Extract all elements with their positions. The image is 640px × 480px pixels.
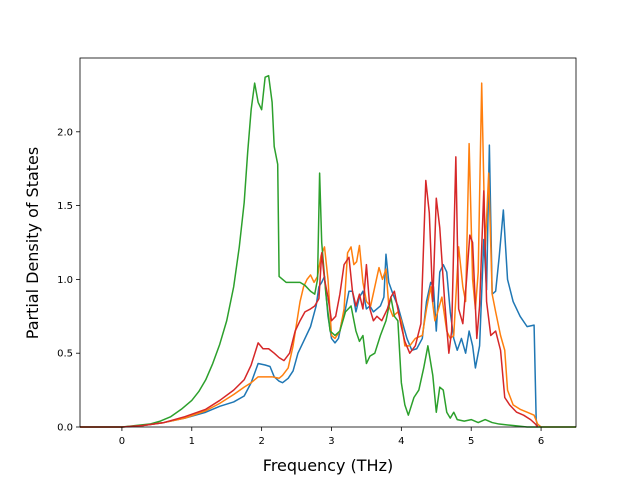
x-tick-label: 2 — [258, 436, 264, 447]
series-layer — [80, 74, 576, 428]
plot-frame — [79, 57, 577, 428]
y-tick-label: 0.5 — [57, 349, 73, 360]
x-axis: 0 1 2 3 4 5 6 — [119, 427, 544, 447]
y-tick-label: 0.0 — [57, 423, 73, 434]
y-tick-label: 1.5 — [57, 201, 73, 212]
series-line-3 — [80, 74, 576, 428]
series-line-4 — [80, 156, 539, 428]
y-tick-label: 2.0 — [57, 127, 73, 138]
x-tick-label: 3 — [328, 436, 334, 447]
y-axis-label: Partial Density of States — [23, 147, 42, 339]
x-axis-label: Frequency (THz) — [263, 456, 393, 475]
y-axis: 0.0 0.5 1.0 1.5 2.0 — [57, 127, 80, 434]
x-tick-label: 0 — [119, 436, 125, 447]
x-tick-label: 4 — [398, 436, 404, 447]
x-tick-label: 5 — [468, 436, 474, 447]
x-tick-label: 6 — [538, 436, 544, 447]
y-tick-label: 1.0 — [57, 275, 73, 286]
x-tick-label: 1 — [189, 436, 195, 447]
